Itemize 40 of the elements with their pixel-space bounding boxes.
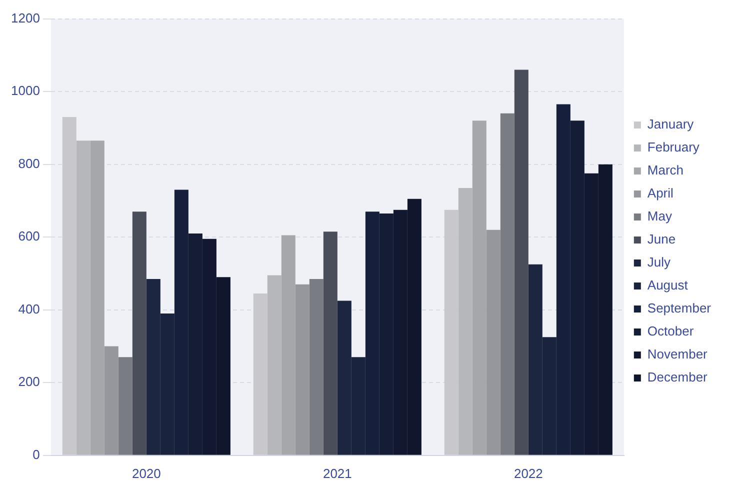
bar [323, 232, 338, 455]
bar [295, 284, 310, 455]
bar [500, 113, 514, 455]
bar [132, 212, 146, 455]
legend-label: November [647, 346, 708, 362]
bar [444, 210, 458, 455]
y-tick-label: 800 [18, 156, 40, 171]
legend-label: August [647, 278, 688, 293]
bar [281, 235, 296, 455]
bar [90, 140, 104, 455]
y-tick-label: 1000 [11, 83, 40, 98]
bar [104, 346, 118, 455]
bar [514, 70, 528, 455]
y-tick-label: 0 [32, 446, 40, 462]
bar [62, 117, 76, 455]
bar [267, 275, 282, 455]
x-tick-label: 2022 [514, 466, 543, 481]
bar [253, 293, 268, 455]
legend-label: June [647, 232, 676, 247]
bar [458, 188, 472, 455]
legend-label: May [647, 208, 672, 224]
legend-label: October [647, 324, 694, 339]
bar [486, 230, 500, 455]
legend-label: March [647, 162, 684, 178]
x-tick-label: 2020 [132, 466, 161, 481]
bar [76, 140, 90, 455]
legend-label: February [647, 140, 700, 155]
legend-label: September [647, 300, 712, 316]
legend-label: April [647, 186, 674, 201]
bar [309, 278, 324, 455]
bar [118, 357, 132, 455]
legend-label: July [647, 254, 672, 270]
legend-label: December [647, 370, 708, 385]
y-tick-label: 200 [18, 374, 40, 390]
bar [472, 120, 486, 455]
x-tick-label: 2021 [322, 466, 352, 481]
legend-label: January [647, 116, 694, 132]
y-tick-label: 600 [18, 228, 40, 244]
y-tick-label: 1200 [11, 10, 40, 26]
y-tick-label: 400 [18, 301, 40, 316]
